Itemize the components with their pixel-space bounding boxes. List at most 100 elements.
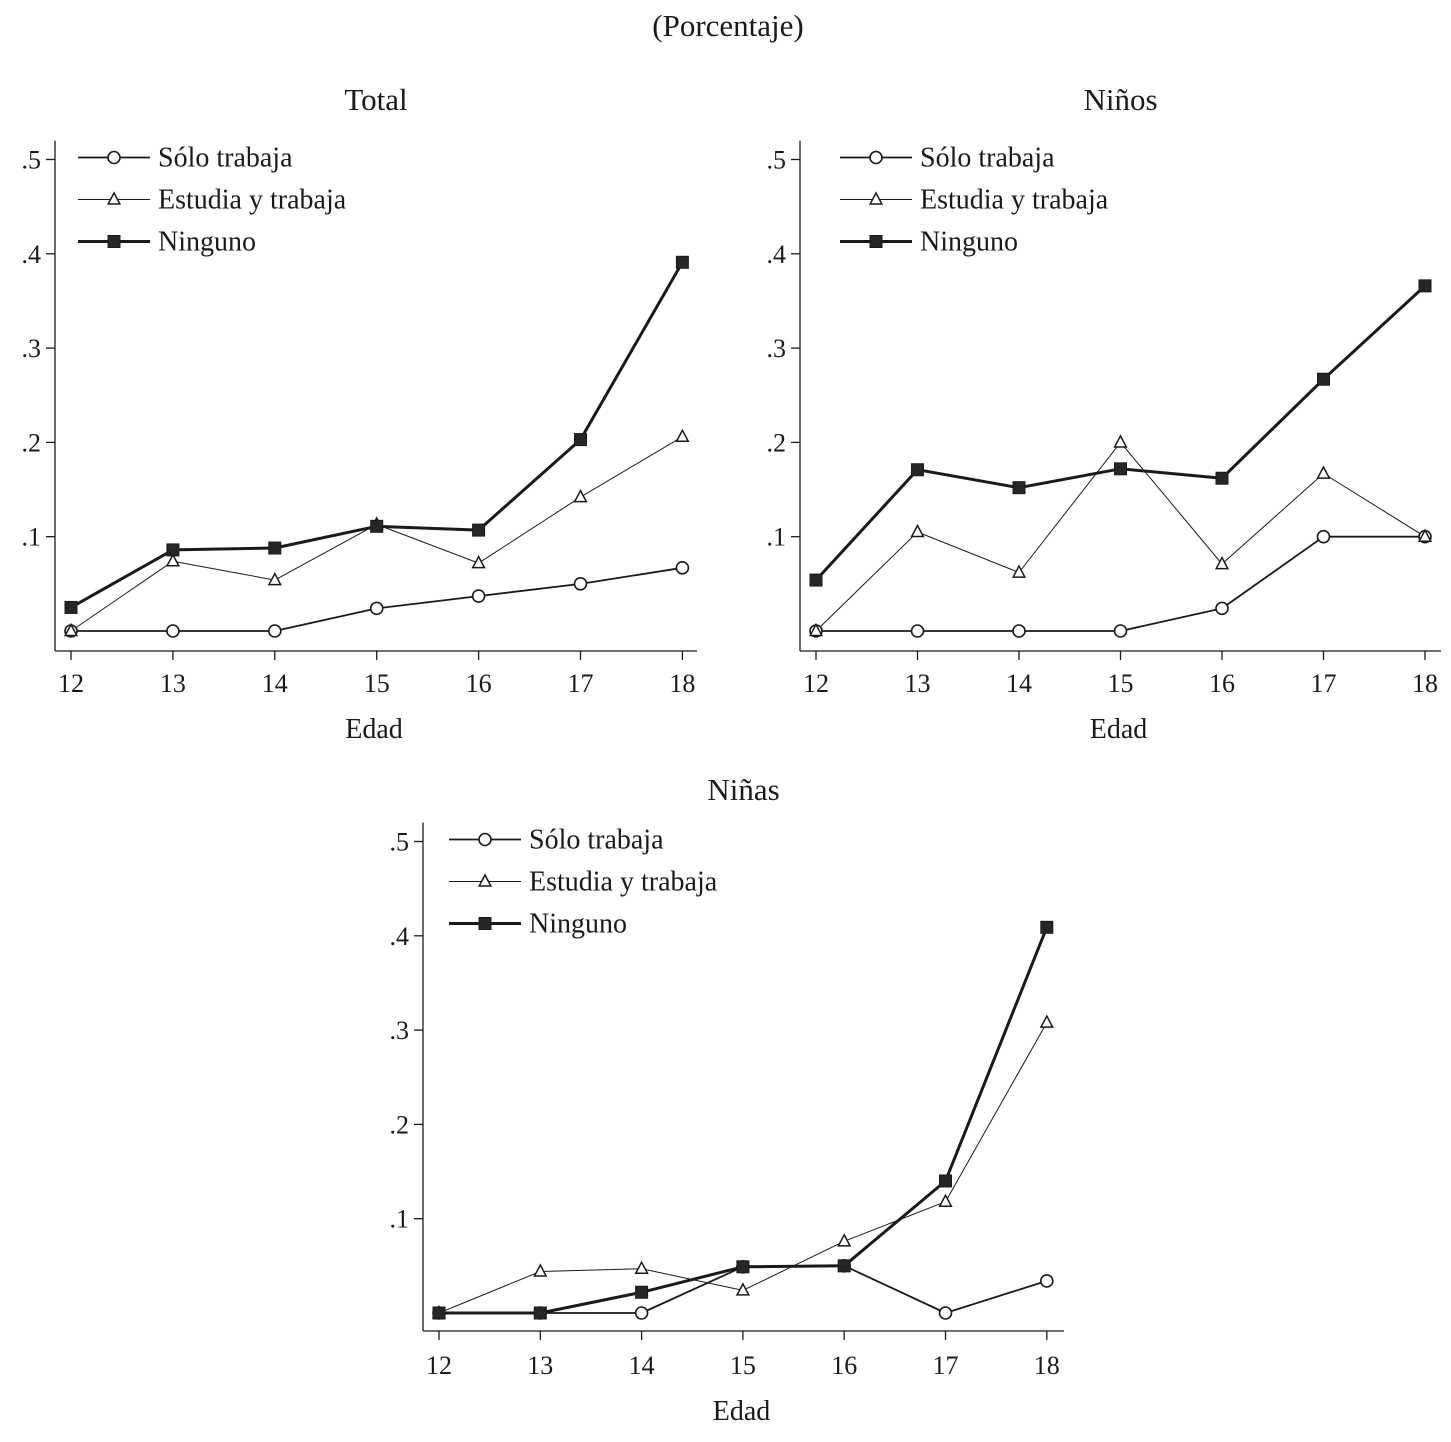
series-line-s1 (815, 535, 1426, 632)
legend-marker-s2 (106, 191, 122, 205)
chart-panel-3: Niñas .1 .2 .3 .4 .5 12 13 14 15 16 17 18 Edad Sólo tr… (390, 772, 1064, 1427)
y-tick-label: .1 (22, 523, 42, 552)
data-point-s2 (808, 622, 824, 637)
y-tick-label: .3 (390, 1016, 410, 1045)
legend-marker-s1 (107, 150, 121, 165)
x-tick-label: 17 (933, 1351, 959, 1380)
y-tick-label: .5 (390, 828, 410, 857)
data-point-s3 (675, 255, 689, 269)
x-tick-label: 12 (58, 669, 84, 698)
data-point-s2 (471, 555, 486, 569)
data-point-s2 (634, 1260, 649, 1274)
chart-panel-2: Niños .1 .2 .3 .4 .5 12 13 14 15 16 17 18 Edad Sólo tr… (767, 82, 1441, 745)
chart-title: Niñas (707, 772, 779, 807)
data-point-s2 (938, 1193, 953, 1208)
legend-marker-s2 (477, 873, 493, 887)
data-point-s1 (166, 624, 180, 638)
x-tick-label: 15 (364, 669, 390, 698)
data-point-s3 (1418, 279, 1432, 293)
x-tick-label: 18 (1412, 669, 1438, 698)
x-tick-label: 15 (730, 1351, 756, 1380)
data-point-s2 (165, 553, 180, 567)
legend-label-s1: Sólo trabaja (158, 143, 293, 174)
x-tick-label: 16 (466, 669, 492, 698)
x-tick-label: 14 (629, 1351, 655, 1380)
data-point-s3 (370, 519, 384, 533)
data-point-s2 (735, 1282, 750, 1296)
data-point-s1 (675, 561, 690, 575)
data-point-s3 (635, 1285, 649, 1299)
legend-marker-s3 (107, 235, 121, 248)
legend-label-s1: Sólo trabaja (529, 825, 664, 856)
data-point-s2 (910, 523, 925, 538)
data-point-s2 (267, 571, 282, 586)
x-tick-label: 16 (1209, 669, 1235, 698)
y-tick-label: .2 (767, 428, 787, 457)
data-point-s2 (1011, 564, 1027, 578)
data-point-s2 (837, 1233, 852, 1247)
x-axis-label: Edad (1090, 714, 1148, 745)
y-tick-label: .1 (390, 1205, 410, 1234)
data-point-s2 (63, 622, 79, 637)
y-tick-label: .4 (390, 922, 410, 951)
legend-marker-s2 (868, 191, 884, 205)
data-point-s3 (736, 1260, 750, 1274)
legend-label-s3: Ninguno (529, 909, 627, 940)
data-point-s3 (939, 1174, 952, 1188)
legend-label-s2: Estudia y trabaja (529, 867, 718, 898)
data-point-s2 (1039, 1014, 1054, 1028)
series-line-s1 (70, 566, 684, 632)
data-point-s1 (910, 624, 925, 638)
data-point-s3 (1215, 471, 1229, 485)
data-point-s1 (1215, 601, 1229, 616)
chart-panel-1: Total .1 .2 .3 .4 .5 12 13 14 15 16 17 18 Edad Sólo tr… (22, 82, 697, 745)
data-point-s3 (64, 600, 78, 614)
data-point-s1 (1012, 624, 1026, 638)
legend-marker-s1 (478, 832, 492, 847)
data-point-s2 (1214, 555, 1230, 570)
y-tick-label: .5 (767, 146, 787, 175)
data-point-s1 (471, 589, 486, 603)
y-tick-label: .3 (767, 334, 787, 363)
data-point-s2 (533, 1263, 548, 1277)
data-point-s2 (1316, 465, 1331, 479)
data-point-s2 (573, 488, 588, 503)
y-tick-label: .4 (767, 240, 787, 269)
legend-label-s2: Estudia y trabaja (920, 185, 1109, 216)
x-axis-label: Edad (345, 714, 403, 745)
y-tick-label: .2 (390, 1110, 410, 1139)
data-point-s3 (911, 463, 924, 477)
x-tick-label: 12 (803, 669, 829, 698)
data-point-s1 (369, 601, 384, 616)
y-tick-label: .3 (22, 334, 42, 363)
legend-label-s1: Sólo trabaja (920, 143, 1055, 174)
data-point-s3 (268, 541, 282, 555)
page-title: (Porcentaje) (652, 8, 803, 43)
x-tick-label: 13 (905, 669, 931, 698)
data-point-s1 (573, 577, 588, 591)
x-tick-label: 13 (160, 669, 186, 698)
data-point-s1 (938, 1306, 953, 1320)
data-point-s2 (1417, 528, 1433, 542)
y-tick-label: .4 (22, 240, 42, 269)
legend-label-s2: Estudia y trabaja (158, 185, 347, 216)
data-point-s3 (1317, 372, 1330, 386)
x-tick-label: 14 (262, 669, 288, 698)
data-point-s3 (1012, 481, 1026, 495)
x-tick-label: 18 (669, 669, 695, 698)
data-point-s3 (166, 543, 180, 557)
data-point-s3 (837, 1259, 851, 1273)
data-point-s1 (267, 624, 282, 638)
legend-label-s3: Ninguno (158, 227, 256, 258)
series-line-s3 (69, 260, 684, 609)
data-point-s3 (533, 1306, 547, 1320)
data-point-s1 (1113, 624, 1128, 638)
y-tick-label: .1 (767, 523, 787, 552)
data-point-s3 (1040, 920, 1054, 934)
x-tick-label: 12 (426, 1351, 452, 1380)
x-tick-label: 17 (1311, 669, 1337, 698)
x-tick-label: 17 (568, 669, 594, 698)
data-point-s1 (1316, 529, 1331, 544)
